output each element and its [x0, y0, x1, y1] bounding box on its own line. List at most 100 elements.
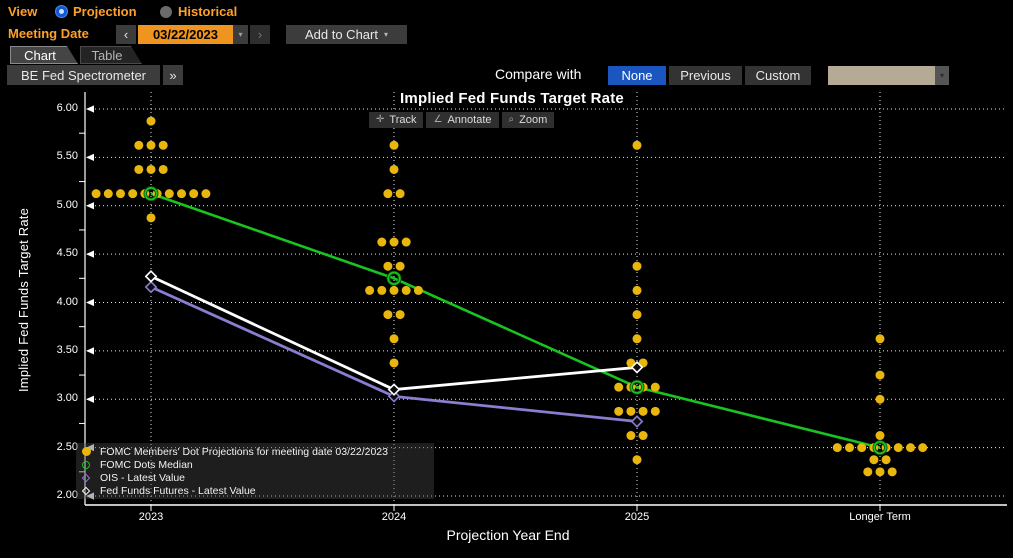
track-icon: ✛ [376, 114, 385, 125]
ois-marker-diamond [144, 280, 158, 294]
fomc-dot [395, 261, 405, 271]
compare-previous-button[interactable]: Previous [669, 66, 742, 85]
y-major-tick-arrow [86, 202, 94, 210]
compare-none-button[interactable]: None [608, 66, 666, 85]
fomc-dot [413, 285, 423, 295]
chart-title: Implied Fed Funds Target Rate [400, 90, 624, 107]
y-axis-title: Implied Fed Funds Target Rate [16, 207, 31, 393]
fomc-dot [395, 310, 405, 320]
compare-custom-dropdown[interactable] [828, 66, 935, 85]
fomc-dot [134, 140, 144, 150]
tab-table[interactable]: Table [80, 46, 142, 64]
fomc-dot [614, 406, 624, 416]
chevron-down-icon: ▾ [238, 30, 243, 39]
annotate-button-label: Annotate [447, 113, 492, 126]
fomc-dot [875, 431, 885, 441]
fomc-dot [389, 334, 399, 344]
view-radio-historical[interactable] [160, 6, 172, 18]
date-dropdown-button[interactable]: ▾ [233, 25, 248, 44]
median-marker [144, 187, 158, 201]
dropdown-arrow-button[interactable]: ▾ [935, 66, 949, 85]
fomc-dot [638, 406, 648, 416]
fomc-dot [146, 116, 156, 126]
fomc-dot [158, 140, 168, 150]
fomc-dot [128, 189, 138, 199]
open-circle-legend-swatch [82, 460, 100, 469]
fomc-dot [146, 164, 156, 174]
y-major-tick-arrow [86, 298, 94, 307]
y-major-tick-arrow [86, 492, 94, 500]
fomc-dot [401, 285, 411, 295]
open-diamond-legend-swatch [81, 486, 100, 495]
y-major-tick-arrow [86, 444, 94, 452]
legend-item: FOMC Dots Median [82, 458, 428, 471]
futures-marker-diamond [387, 383, 401, 396]
futures-marker-diamond [144, 270, 158, 283]
annotate-button[interactable]: ∠ Annotate [426, 111, 499, 128]
annotate-icon: ∠ [433, 114, 443, 125]
view-radio-projection[interactable] [55, 5, 68, 18]
x-tick-label: 2023 [138, 511, 164, 523]
fomc-dot [401, 237, 411, 247]
fomc-dot [116, 189, 125, 199]
fomc-dot [189, 189, 199, 199]
tab-chart[interactable]: Chart [10, 46, 78, 64]
zoom-button[interactable]: ⌕ Zoom [501, 111, 555, 128]
chart-tool-buttons: ✛ Track ∠ Annotate ⌕ Zoom [369, 109, 557, 128]
chevron-right-icon: › [257, 27, 263, 42]
view-option-label-projection[interactable]: Projection [73, 4, 137, 19]
fomc-dot [389, 237, 399, 247]
prev-date-button[interactable]: ‹ [116, 25, 136, 44]
expand-panel-button[interactable]: » [163, 65, 183, 85]
fomc-dot [632, 261, 642, 271]
fomc-dot [389, 358, 399, 368]
fomc-dot [134, 164, 144, 174]
y-tick-label: 4.00 [56, 295, 78, 308]
zoom-button-label: Zoom [519, 113, 548, 126]
y-major-tick-arrow [86, 395, 94, 403]
fomc-dot [383, 189, 393, 199]
zoom-icon: ⌕ [508, 114, 515, 125]
view-label: View [8, 4, 38, 19]
legend-label: Fed Funds Futures - Latest Value [100, 484, 256, 497]
futures-marker-diamond [630, 360, 644, 374]
fomc-dot [650, 406, 660, 416]
fomc-dot [869, 455, 879, 465]
fomc-dot [383, 261, 393, 271]
fomc-dot [91, 189, 101, 199]
view-option-label-historical[interactable]: Historical [178, 4, 238, 19]
fomc-dot [177, 189, 186, 199]
fomc-dot [365, 285, 375, 295]
fomc-dot [632, 140, 642, 150]
legend-item: OIS - Latest Value [81, 471, 428, 484]
y-tick-label: 5.50 [56, 150, 78, 163]
add-to-chart-button[interactable]: Add to Chart ▾ [286, 25, 407, 44]
compare-custom-button[interactable]: Custom [745, 66, 811, 85]
fomc-dot [887, 467, 897, 477]
be-fed-spectrometer-button[interactable]: BE Fed Spectrometer [7, 65, 160, 85]
fomc-dot [638, 431, 648, 441]
fomc-dot [389, 285, 399, 295]
x-tick-label: 2024 [381, 511, 407, 523]
fomc-dot [875, 370, 885, 380]
track-button[interactable]: ✛ Track [369, 111, 424, 128]
y-tick-label: 5.00 [56, 198, 78, 211]
ois-marker-diamond [630, 415, 644, 428]
median-marker [387, 271, 401, 285]
y-major-tick-arrow [86, 347, 94, 355]
chevron-down-icon: ▾ [383, 30, 388, 39]
fomc-dot [158, 164, 168, 174]
fomc-dot [389, 164, 399, 174]
fomc-dot [201, 189, 211, 199]
fomc-dot [614, 382, 624, 392]
fomc-dot [875, 467, 885, 477]
filled-circle-legend-swatch [82, 447, 100, 456]
fomc-dot [632, 455, 642, 465]
next-date-button[interactable]: › [250, 25, 270, 44]
fomc-dot [395, 189, 405, 199]
meeting-date-input[interactable]: 03/22/2023 [138, 25, 233, 44]
y-tick-label: 2.00 [56, 489, 78, 501]
fomc-dot [146, 140, 156, 150]
